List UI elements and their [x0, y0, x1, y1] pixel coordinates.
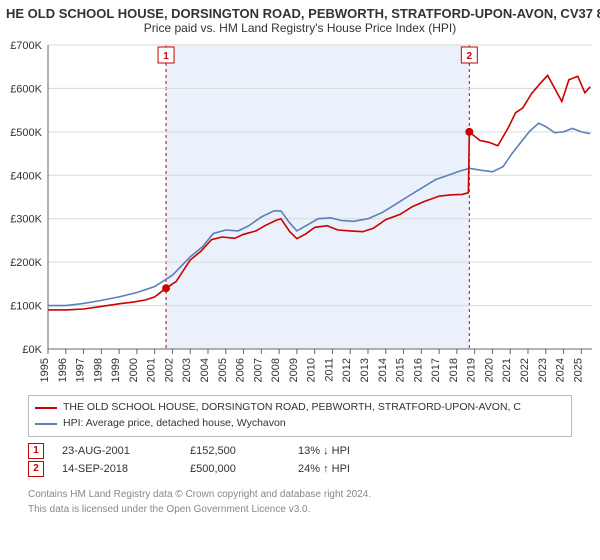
svg-text:£300K: £300K: [10, 214, 42, 226]
svg-text:2012: 2012: [341, 358, 353, 382]
svg-text:2002: 2002: [163, 358, 175, 382]
svg-text:1997: 1997: [75, 358, 87, 382]
svg-text:2020: 2020: [483, 358, 495, 382]
event-delta: 24% ↑ HPI: [298, 463, 350, 475]
price-chart: £0K £100K £200K £300K £400K £500K £600K £700K 19…: [0, 39, 600, 389]
event-row: 1 23-AUG-2001 £152,500 13% ↓ HPI: [28, 443, 572, 459]
svg-text:2008: 2008: [270, 358, 282, 382]
svg-text:2023: 2023: [537, 358, 549, 382]
svg-text:1998: 1998: [92, 358, 104, 382]
svg-text:2017: 2017: [430, 358, 442, 382]
chart-subtitle: Price paid vs. HM Land Registry's House …: [0, 21, 600, 39]
event-table: 1 23-AUG-2001 £152,500 13% ↓ HPI 2 14-SE…: [28, 443, 572, 477]
svg-text:2019: 2019: [466, 358, 478, 382]
chart-title: HE OLD SCHOOL HOUSE, DORSINGTON ROAD, PE…: [0, 0, 600, 21]
event-price: £500,000: [190, 463, 280, 475]
legend-item: HPI: Average price, detached house, Wych…: [35, 416, 565, 432]
svg-text:1996: 1996: [57, 358, 69, 382]
svg-text:2014: 2014: [377, 358, 389, 382]
svg-text:1999: 1999: [110, 358, 122, 382]
svg-text:£0K: £0K: [22, 344, 42, 356]
legend-item: THE OLD SCHOOL HOUSE, DORSINGTON ROAD, P…: [35, 400, 565, 416]
svg-text:2010: 2010: [306, 358, 318, 382]
svg-text:2005: 2005: [217, 358, 229, 382]
svg-text:2003: 2003: [181, 358, 193, 382]
svg-text:2011: 2011: [323, 358, 335, 382]
svg-text:1995: 1995: [39, 358, 51, 382]
svg-text:2000: 2000: [128, 358, 140, 382]
svg-text:£600K: £600K: [10, 83, 42, 95]
svg-text:1: 1: [163, 51, 169, 62]
svg-text:2018: 2018: [448, 358, 460, 382]
legend-label: THE OLD SCHOOL HOUSE, DORSINGTON ROAD, P…: [63, 400, 521, 416]
svg-text:2009: 2009: [288, 358, 300, 382]
svg-text:2022: 2022: [519, 358, 531, 382]
legend-swatch: [35, 407, 57, 409]
svg-text:2021: 2021: [501, 358, 513, 382]
footnote-line: This data is licensed under the Open Gov…: [28, 502, 572, 517]
svg-text:2: 2: [467, 51, 473, 62]
event-date: 14-SEP-2018: [62, 463, 172, 475]
svg-text:2006: 2006: [235, 358, 247, 382]
event-row: 2 14-SEP-2018 £500,000 24% ↑ HPI: [28, 461, 572, 477]
svg-text:2004: 2004: [199, 358, 211, 382]
svg-text:2025: 2025: [572, 358, 584, 382]
event-price: £152,500: [190, 445, 280, 457]
footnote-line: Contains HM Land Registry data © Crown c…: [28, 487, 572, 502]
svg-text:£100K: £100K: [10, 301, 42, 313]
svg-text:2007: 2007: [252, 358, 264, 382]
legend: THE OLD SCHOOL HOUSE, DORSINGTON ROAD, P…: [28, 395, 572, 437]
svg-text:£500K: £500K: [10, 127, 42, 139]
footnote: Contains HM Land Registry data © Crown c…: [28, 487, 572, 517]
event-delta: 13% ↓ HPI: [298, 445, 350, 457]
svg-text:2016: 2016: [412, 358, 424, 382]
svg-text:2001: 2001: [146, 358, 158, 382]
legend-swatch: [35, 423, 57, 425]
svg-text:£700K: £700K: [10, 40, 42, 52]
svg-text:2024: 2024: [555, 358, 567, 382]
svg-text:2015: 2015: [395, 358, 407, 382]
event-marker-icon: 1: [28, 443, 44, 459]
svg-text:£400K: £400K: [10, 170, 42, 182]
event-marker-icon: 2: [28, 461, 44, 477]
svg-text:£200K: £200K: [10, 257, 42, 269]
event-date: 23-AUG-2001: [62, 445, 172, 457]
svg-text:2013: 2013: [359, 358, 371, 382]
legend-label: HPI: Average price, detached house, Wych…: [63, 416, 286, 432]
